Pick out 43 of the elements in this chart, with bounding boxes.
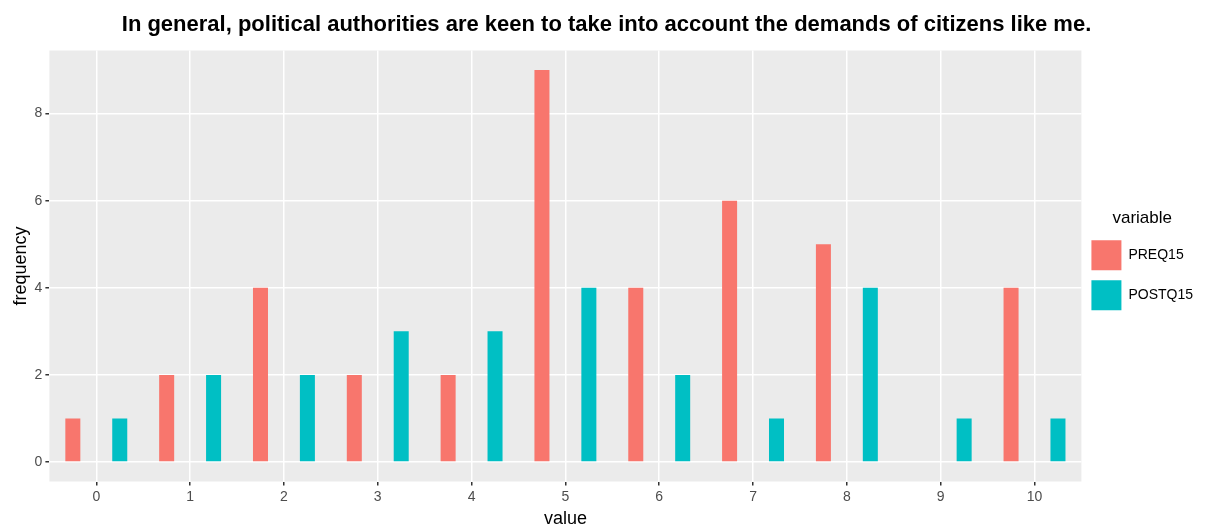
x-tick-label: 3: [373, 487, 382, 504]
x-tick-label: 2: [280, 487, 289, 504]
bar: [815, 244, 831, 462]
bar: [440, 374, 456, 462]
x-tick-label: 6: [655, 487, 664, 504]
bar: [534, 70, 550, 462]
bar: [581, 287, 597, 462]
bar: [393, 331, 409, 462]
bar: [1003, 287, 1019, 462]
chart-title: In general, political authorities are keen to take into account the demands of citizens like me.: [121, 11, 1092, 37]
bar: [675, 374, 691, 462]
x-axis-title: value: [543, 508, 587, 529]
x-tick-label: 5: [561, 487, 570, 504]
x-tick-label: 8: [842, 487, 851, 504]
x-tick-label: 4: [467, 487, 476, 504]
bar: [346, 374, 362, 462]
y-tick-label: 0: [34, 452, 43, 469]
legend-label: PREQ15: [1128, 246, 1184, 263]
x-tick-label: 1: [186, 487, 195, 504]
x-tick-label: 9: [936, 487, 945, 504]
bar: [628, 287, 644, 462]
bar: [159, 374, 175, 462]
x-tick-label: 0: [92, 487, 101, 504]
y-tick-label: 4: [34, 278, 43, 295]
bar: [862, 287, 878, 462]
bar: [252, 287, 268, 462]
x-tick-label: 7: [749, 487, 758, 504]
bar: [299, 374, 315, 462]
bar: [769, 418, 785, 462]
y-axis-title: frequency: [9, 226, 30, 306]
legend-label: POSTQ15: [1128, 286, 1194, 303]
bar: [65, 418, 81, 462]
bar: [206, 374, 222, 462]
legend-title: variable: [1112, 207, 1172, 227]
bar: [956, 418, 972, 462]
y-tick-label: 2: [34, 365, 43, 382]
y-tick-label: 8: [34, 104, 43, 121]
bar: [722, 200, 738, 462]
bar: [1050, 418, 1066, 462]
x-tick-label: 10: [1026, 487, 1043, 504]
bar: [487, 331, 503, 462]
y-tick-label: 6: [34, 191, 43, 208]
bar: [112, 418, 128, 462]
